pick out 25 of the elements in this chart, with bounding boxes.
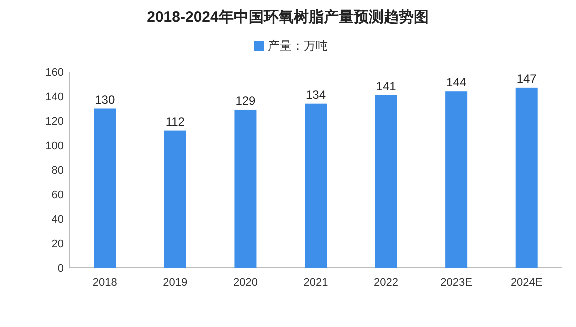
xtick: 2018 xyxy=(92,277,118,289)
ytick: 160 xyxy=(46,67,64,79)
xtick: 2021 xyxy=(304,277,328,289)
xtick: 2019 xyxy=(163,277,188,289)
ytick: 20 xyxy=(52,238,64,250)
label: 129 xyxy=(236,94,256,108)
ytick: 140 xyxy=(46,92,64,104)
ytick: 100 xyxy=(46,140,64,152)
label: 147 xyxy=(516,72,537,86)
ytick: 80 xyxy=(52,165,64,177)
xtick: 2024E xyxy=(510,277,543,289)
legend: 产量：万吨 xyxy=(268,39,328,53)
xtick: 2022 xyxy=(374,277,399,289)
label: 112 xyxy=(166,114,185,129)
ytick: 60 xyxy=(52,190,64,202)
ytick: 40 xyxy=(52,214,64,226)
label: 144 xyxy=(446,76,467,90)
xtick: 2020 xyxy=(233,277,258,289)
xtick: 2023E xyxy=(440,277,472,289)
title: 2018-2024年中国环氧树脂产量预测趋势图 xyxy=(147,9,429,26)
ytick: 0 xyxy=(58,263,64,275)
label: 141 xyxy=(376,79,396,94)
label: 134 xyxy=(306,88,326,102)
ytick: 120 xyxy=(46,116,64,128)
label: 130 xyxy=(95,92,116,107)
